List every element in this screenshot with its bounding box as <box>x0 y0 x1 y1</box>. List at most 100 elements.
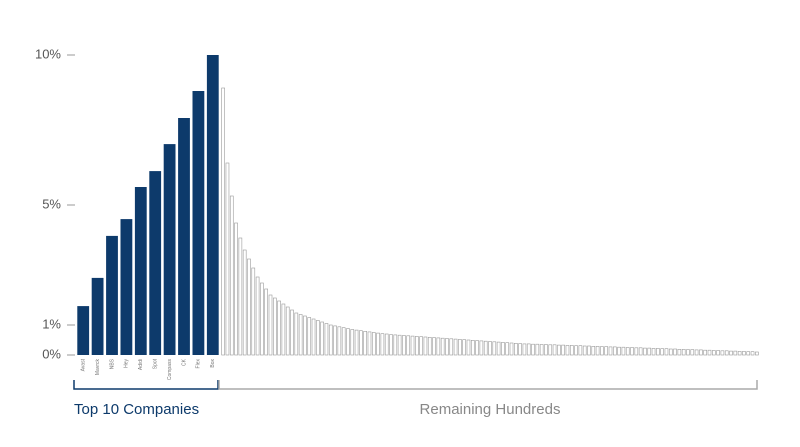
bar <box>229 195 234 356</box>
bar <box>419 336 423 356</box>
bar <box>410 335 415 356</box>
bar <box>320 321 324 356</box>
bar <box>268 294 273 356</box>
bar <box>690 349 695 356</box>
bar <box>380 333 385 356</box>
bar <box>458 339 462 356</box>
bar <box>483 340 488 356</box>
bar <box>337 326 342 356</box>
bar <box>724 350 729 356</box>
bar <box>737 351 742 356</box>
bar <box>729 350 733 356</box>
bar <box>354 329 359 356</box>
bar <box>281 303 286 356</box>
bar <box>694 349 699 356</box>
bar <box>106 235 118 355</box>
bar <box>406 335 411 356</box>
bar <box>163 144 176 355</box>
bar <box>333 325 337 356</box>
bar <box>397 334 402 356</box>
bar <box>149 171 162 355</box>
bar <box>561 344 565 356</box>
bar <box>341 327 346 356</box>
bar <box>565 345 570 356</box>
x-tick-label: Hey <box>124 359 130 368</box>
y-tick-label: 0% <box>42 346 61 361</box>
bar <box>720 350 725 356</box>
x-tick-label: NBS <box>109 358 115 369</box>
bar <box>178 118 190 355</box>
bar <box>307 317 312 356</box>
bar <box>664 348 669 356</box>
bar <box>427 336 432 356</box>
bar <box>509 342 514 356</box>
bar <box>660 348 664 356</box>
group-label: Top 10 Companies <box>74 401 199 418</box>
bar <box>77 306 90 355</box>
bar <box>389 334 393 356</box>
bar <box>238 237 243 356</box>
bar <box>651 348 656 356</box>
bracket <box>218 380 758 390</box>
bar <box>668 348 673 356</box>
bar <box>621 346 626 356</box>
y-tick-label: 5% <box>42 196 61 211</box>
bar <box>367 331 372 356</box>
bar <box>393 334 398 356</box>
bar <box>496 341 501 356</box>
bar <box>647 347 652 356</box>
bar <box>206 55 219 355</box>
bar <box>595 345 600 356</box>
bar <box>681 348 686 356</box>
bar <box>462 339 466 356</box>
bar <box>613 346 617 356</box>
bar <box>600 346 604 356</box>
bar <box>673 348 677 356</box>
bar <box>134 187 147 355</box>
bar <box>488 341 492 356</box>
bar <box>638 347 643 356</box>
bar <box>501 342 505 356</box>
bar <box>251 267 256 356</box>
bar <box>526 343 531 356</box>
bar <box>242 249 247 356</box>
bar <box>120 219 133 355</box>
x-tick-label: Spot <box>153 358 159 369</box>
bar <box>569 345 574 356</box>
bar <box>643 347 647 356</box>
bar <box>634 347 639 356</box>
bar <box>656 348 660 356</box>
bar <box>544 344 548 356</box>
bar <box>518 343 522 356</box>
bar <box>277 300 281 356</box>
group-label: Remaining Hundreds <box>420 401 561 418</box>
bar <box>294 312 299 356</box>
bar <box>587 345 591 356</box>
bar <box>324 323 329 356</box>
bar <box>91 277 104 355</box>
bar <box>505 342 510 356</box>
x-tick-label: Adidi <box>138 359 144 370</box>
bar <box>535 343 540 356</box>
bar <box>531 343 535 356</box>
bar <box>350 329 355 356</box>
bar <box>608 346 613 356</box>
bar <box>617 346 621 356</box>
bar <box>255 276 260 356</box>
bar <box>221 87 225 356</box>
bar <box>402 335 406 356</box>
bar <box>746 351 751 356</box>
bar <box>703 349 708 356</box>
bar <box>582 345 587 356</box>
bar <box>264 288 268 356</box>
bar <box>591 345 596 356</box>
bar <box>436 337 441 356</box>
x-tick-label: CK <box>181 358 187 366</box>
bar <box>686 349 690 356</box>
bar <box>716 350 720 356</box>
bar <box>699 349 703 356</box>
bar <box>742 351 746 356</box>
bar <box>303 315 307 356</box>
y-tick-label: 1% <box>42 316 61 331</box>
